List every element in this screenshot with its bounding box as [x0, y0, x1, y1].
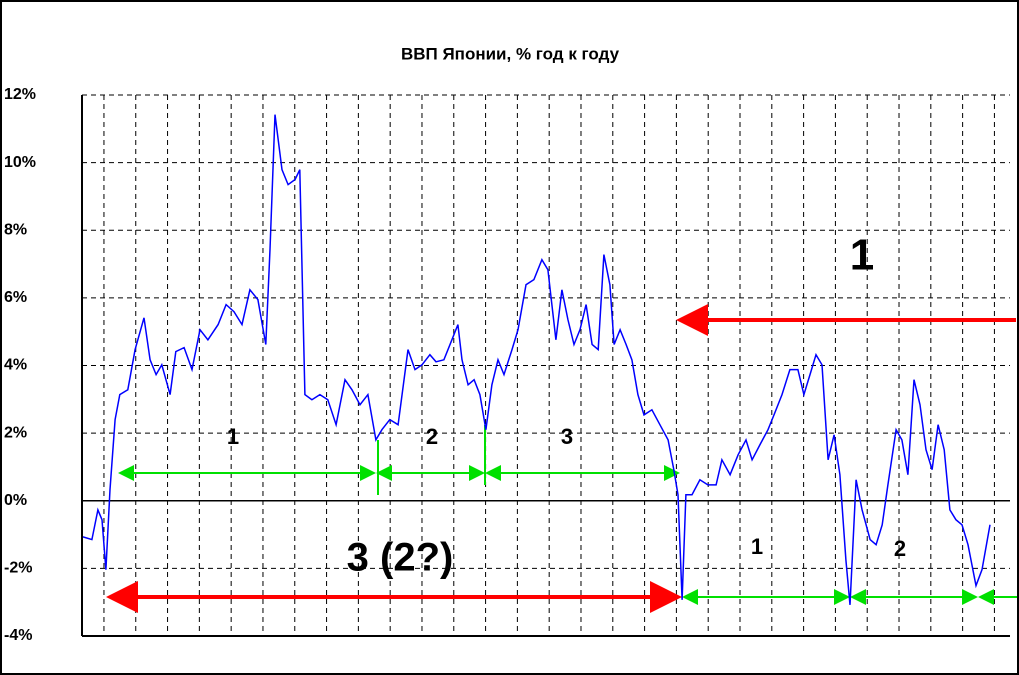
y-tick-label: 12%	[4, 86, 36, 103]
arrows	[106, 304, 1017, 613]
annotation: 2	[894, 536, 906, 561]
y-tick-label: -2%	[4, 560, 32, 577]
y-tick-label: 6%	[4, 289, 27, 306]
y-tick-label: 4%	[4, 357, 27, 374]
annotation: 3	[561, 424, 573, 449]
grid	[81, 94, 1010, 637]
chart-title: ВВП Японии, % год к году	[401, 44, 620, 63]
annotation: 1	[751, 534, 763, 559]
annotation: 1	[227, 424, 239, 449]
annotation: 2	[426, 424, 438, 449]
annotation: 1	[850, 231, 874, 280]
series-line	[82, 114, 991, 605]
annotation: 3 (2?)	[347, 536, 454, 580]
y-tick-label: -4%	[4, 627, 32, 644]
y-tick-label: 2%	[4, 424, 27, 441]
y-tick-label: 0%	[4, 492, 27, 509]
y-tick-label: 10%	[4, 154, 36, 171]
y-tick-label: 8%	[4, 221, 27, 238]
